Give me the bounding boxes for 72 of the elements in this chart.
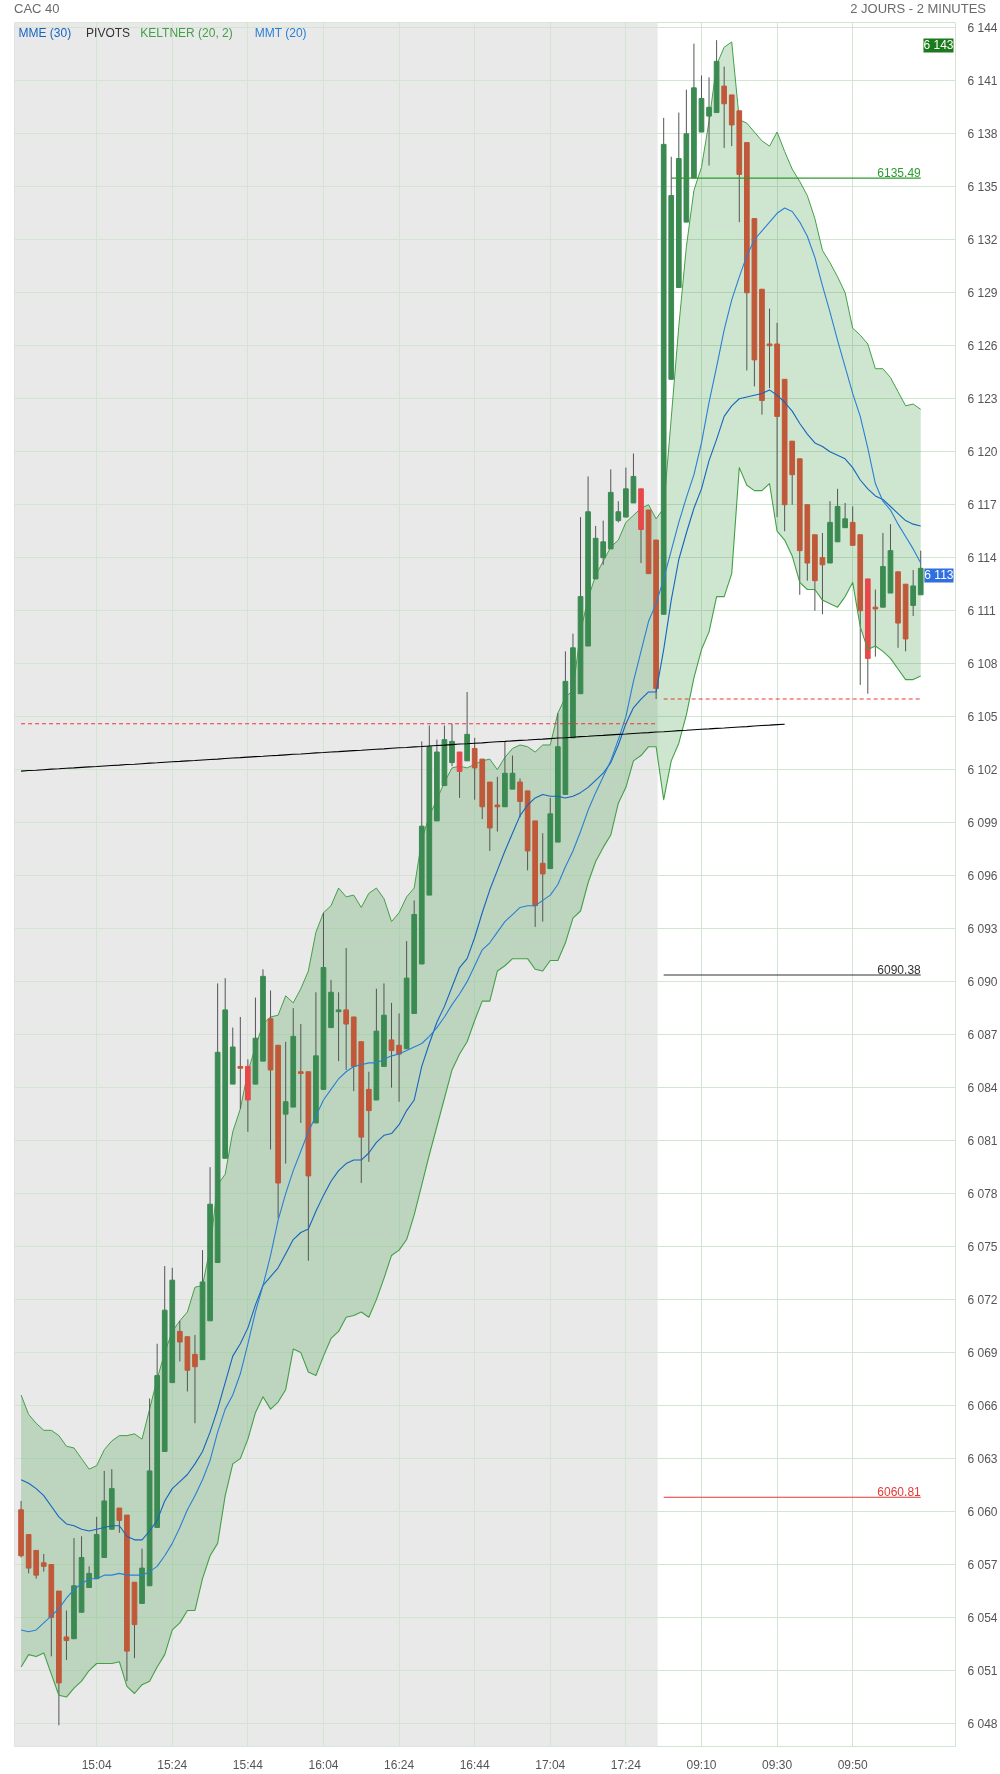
y-tick-label: 6 132 — [967, 232, 998, 247]
x-tick-label: 15:04 — [81, 1757, 113, 1772]
line-series — [20, 723, 786, 772]
y-tick-label: 6 099 — [967, 815, 998, 830]
y-tick-label: 6 141 — [967, 73, 998, 88]
y-tick-label: 6 111 — [967, 603, 997, 618]
y-tick-label: 6 120 — [967, 444, 998, 459]
text: MME (30) — [18, 25, 72, 40]
x-tick-label: 16:04 — [308, 1757, 339, 1772]
line-series — [20, 389, 922, 1541]
candlestick — [116, 1507, 123, 1534]
y-tick-label: 6 078 — [967, 1186, 998, 1201]
y-tick-label: 6 060 — [967, 1504, 998, 1519]
x-tick-label: 16:44 — [459, 1757, 491, 1772]
annotation: 6 113 — [924, 568, 954, 583]
line-series — [20, 467, 922, 1698]
candlestick — [343, 947, 349, 1071]
y-tick-label: 6 054 — [967, 1610, 998, 1625]
y-tick-label: 6 057 — [967, 1557, 998, 1572]
y-tick-label: 6 123 — [967, 391, 998, 406]
y-tick-label: 6 129 — [967, 285, 998, 300]
candlestick — [539, 832, 546, 923]
annotation: 6 143 — [923, 38, 954, 53]
candlestick — [517, 778, 523, 818]
y-tick-label: 6 063 — [967, 1451, 998, 1466]
candlestick — [192, 1334, 198, 1424]
y-tick-label: 6 075 — [967, 1239, 998, 1254]
x-tick-label: 09:30 — [762, 1757, 793, 1772]
y-tick-label: 6 090 — [967, 974, 998, 989]
y-tick-label: 6 138 — [967, 126, 998, 141]
text: MMT (20) — [254, 25, 307, 40]
candlestick — [910, 569, 917, 617]
y-tick-label: 6 081 — [967, 1133, 998, 1148]
x-tick-label: 09:10 — [686, 1757, 717, 1772]
candlestick — [721, 66, 728, 149]
y-tick-label: 6 096 — [967, 868, 998, 883]
y-tick-label: 6 069 — [967, 1345, 998, 1360]
y-tick-label: 6 117 — [967, 497, 997, 512]
text: KELTNER (20, 2) — [140, 25, 233, 40]
y-tick-label: 6 087 — [967, 1027, 998, 1042]
y-tick-label: 6 114 — [967, 550, 997, 565]
y-tick-label: 6 126 — [967, 338, 998, 353]
y-tick-label: 6 144 — [967, 20, 998, 35]
candlestick — [366, 1071, 372, 1163]
y-tick-label: 6 072 — [967, 1292, 998, 1307]
y-tick-label: 6 135 — [967, 179, 998, 194]
data-label: 6135.49 — [877, 166, 922, 181]
candlestick — [706, 76, 712, 167]
x-tick-label: 15:24 — [157, 1757, 188, 1772]
candlestick — [456, 751, 463, 799]
y-tick-label: 6 102 — [967, 762, 998, 777]
y-tick-label: 6 066 — [967, 1398, 998, 1413]
x-tick-label: 17:24 — [610, 1757, 642, 1772]
y-tick-label: 6 084 — [967, 1080, 998, 1095]
x-tick-label: 16:24 — [384, 1757, 415, 1772]
chart-subtitle: 2 JOURS - 2 MINUTES — [850, 0, 986, 18]
chart-title: CAC 40 — [14, 0, 60, 18]
x-tick-label: 15:44 — [232, 1757, 264, 1772]
candlestick — [335, 991, 342, 1062]
x-tick-label: 09:50 — [837, 1757, 869, 1772]
y-tick-label: 6 048 — [967, 1716, 998, 1731]
y-tick-label: 6 105 — [967, 709, 998, 724]
y-tick-label: 6 108 — [967, 656, 998, 671]
data-label: 6060.81 — [877, 1485, 922, 1500]
text: PIVOTS — [86, 25, 131, 40]
x-tick-label: 17:04 — [535, 1757, 566, 1772]
y-tick-label: 6 051 — [967, 1663, 998, 1678]
candlestick — [872, 589, 879, 658]
y-tick-label: 6 093 — [967, 921, 998, 936]
data-label: 6090.38 — [877, 962, 922, 977]
candlestick — [449, 723, 455, 767]
candlestick — [237, 1016, 244, 1110]
